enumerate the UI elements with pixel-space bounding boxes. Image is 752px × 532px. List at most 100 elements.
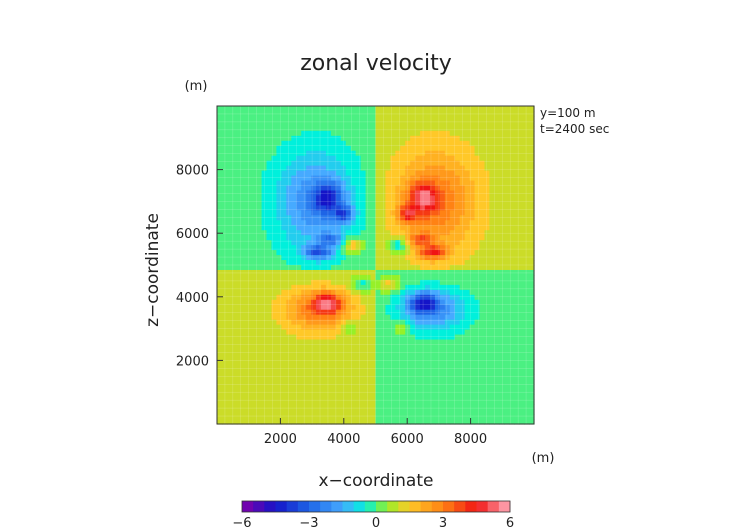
heatmap-cell	[395, 115, 401, 122]
heatmap-cell	[429, 309, 436, 316]
heatmap-cell	[459, 150, 466, 157]
heatmap-cell	[464, 120, 471, 127]
heatmap-cell	[434, 160, 441, 167]
heatmap-cell	[494, 106, 500, 112]
heatmap-cell	[519, 274, 525, 281]
heatmap-cell	[410, 349, 416, 356]
heatmap-cell	[276, 115, 282, 122]
heatmap-cell	[405, 140, 411, 147]
heatmap-cell	[405, 125, 411, 132]
heatmap-cell	[489, 175, 495, 182]
heatmap-cell	[281, 210, 287, 216]
heatmap-cell	[474, 334, 481, 341]
heatmap-cell	[365, 165, 372, 172]
heatmap-cell	[296, 250, 302, 256]
heatmap-cell	[420, 215, 426, 221]
heatmap-cell	[400, 389, 406, 395]
heatmap-cell	[524, 210, 530, 216]
heatmap-cell	[474, 294, 481, 301]
heatmap-cell	[489, 304, 495, 311]
heatmap-cell	[529, 299, 535, 306]
heatmap-cell	[266, 130, 273, 137]
heatmap-cell	[246, 344, 253, 351]
heatmap-cell	[365, 210, 372, 216]
heatmap-cell	[519, 106, 525, 112]
heatmap-cell	[311, 349, 317, 356]
heatmap-cell	[365, 329, 372, 336]
heatmap-cell	[241, 145, 248, 152]
heatmap-cell	[246, 155, 253, 162]
heatmap-cell	[291, 135, 297, 142]
heatmap-cell	[276, 319, 282, 326]
heatmap-cell	[420, 289, 426, 296]
heatmap-cell	[390, 409, 396, 415]
heatmap-cell	[524, 230, 530, 236]
heatmap-cell	[474, 379, 481, 385]
heatmap-cell	[439, 269, 446, 276]
heatmap-cell	[464, 250, 471, 256]
heatmap-cell	[519, 115, 525, 122]
heatmap-cell	[390, 130, 396, 137]
heatmap-cell	[231, 324, 238, 331]
heatmap-cell	[276, 110, 282, 117]
heatmap-cell	[400, 314, 406, 321]
heatmap-cell	[365, 160, 372, 167]
heatmap-cell	[241, 210, 248, 216]
heatmap-cell	[509, 324, 515, 331]
heatmap-cell	[281, 165, 287, 172]
heatmap-cell	[246, 324, 253, 331]
heatmap-cell	[311, 279, 317, 286]
heatmap-cell	[499, 409, 505, 415]
heatmap-cell	[519, 344, 525, 351]
heatmap-cell	[316, 180, 322, 187]
heatmap-cell	[276, 200, 282, 206]
heatmap-cell	[217, 110, 223, 117]
heatmap-cell	[340, 299, 347, 306]
heatmap-cell	[410, 274, 416, 281]
heatmap-cell	[231, 130, 238, 137]
heatmap-cell	[325, 314, 332, 321]
heatmap-cell	[335, 319, 342, 326]
heatmap-cell	[286, 359, 292, 365]
heatmap-cell	[236, 205, 243, 211]
heatmap-cell	[231, 190, 238, 197]
heatmap-cell	[509, 294, 515, 301]
heatmap-cell	[276, 409, 282, 415]
heatmap-cell	[311, 160, 317, 167]
heatmap-cell	[321, 240, 327, 246]
heatmap-cell	[385, 235, 391, 241]
heatmap-cell	[365, 284, 372, 291]
heatmap-cell	[281, 364, 287, 370]
heatmap-cell	[405, 205, 411, 211]
heatmap-cell	[375, 215, 382, 221]
heatmap-cell	[281, 389, 287, 395]
heatmap-cell	[340, 339, 347, 346]
heatmap-cell	[519, 319, 525, 326]
heatmap-cell	[489, 125, 495, 132]
heatmap-cell	[360, 364, 367, 370]
heatmap-cell	[291, 150, 297, 157]
heatmap-cell	[261, 364, 268, 370]
heatmap-cell	[459, 394, 466, 400]
heatmap-cell	[365, 294, 372, 301]
heatmap-cell	[375, 185, 382, 192]
heatmap-cell	[474, 319, 481, 326]
heatmap-cell	[499, 309, 505, 316]
heatmap-cell	[271, 334, 278, 341]
heatmap-cell	[370, 110, 377, 117]
heatmap-cell	[479, 165, 486, 172]
heatmap-cell	[330, 369, 337, 375]
heatmap-cell	[494, 314, 500, 321]
heatmap-cell	[464, 195, 471, 202]
heatmap-cell	[405, 235, 411, 241]
heatmap-cell	[350, 279, 357, 286]
heatmap-cell	[355, 165, 362, 172]
heatmap-cell	[464, 230, 471, 236]
heatmap-cell	[429, 265, 436, 271]
heatmap-cell	[469, 210, 476, 216]
heatmap-cell	[434, 314, 441, 321]
heatmap-cell	[444, 180, 451, 187]
heatmap-cell	[410, 120, 416, 127]
heatmap-cell	[311, 265, 317, 271]
heatmap-cell	[316, 106, 322, 112]
